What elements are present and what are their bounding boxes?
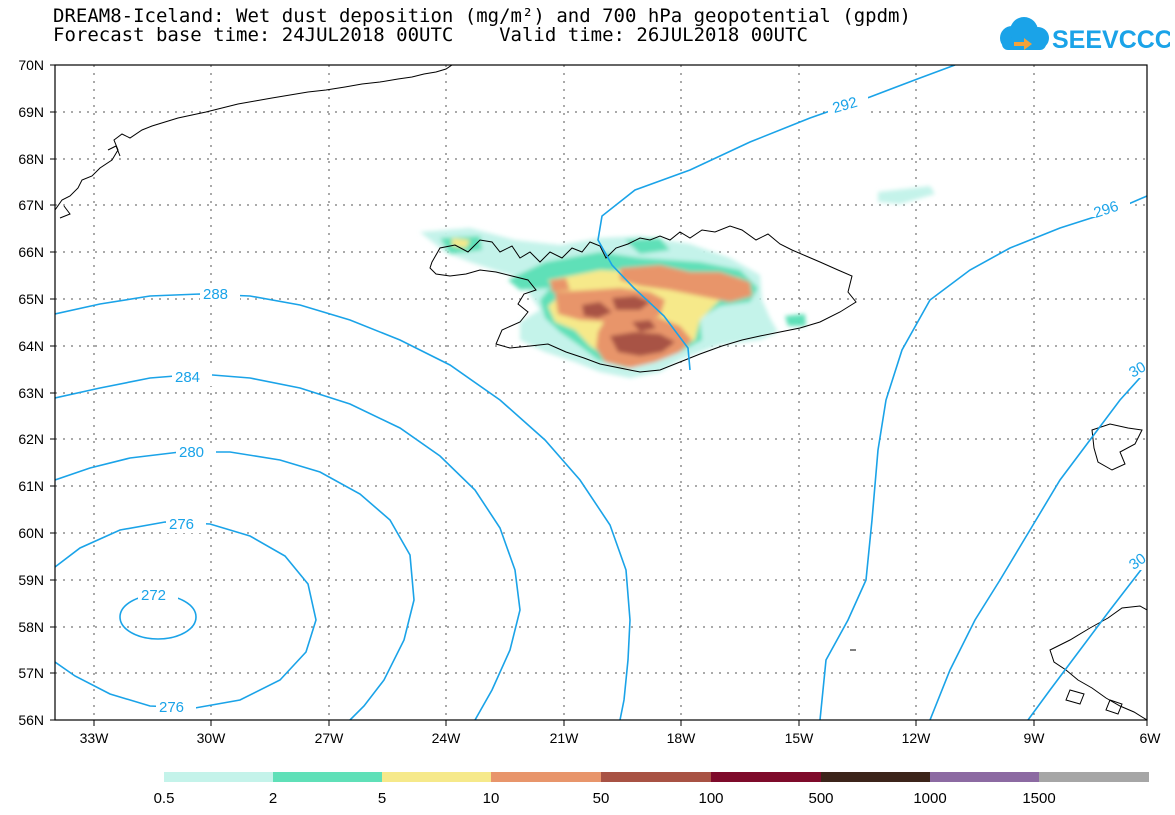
colorbar-swatch [164,772,274,782]
contour-288 [55,293,631,720]
colorbar-label: 50 [593,790,610,807]
lat-label: 68N [18,151,44,167]
contour-label: 296 [1092,198,1121,222]
contour-label: 292 [831,94,860,117]
contour-296 [819,195,1147,720]
lon-label: 12W [902,730,932,746]
contour-label: 280 [179,444,204,461]
lat-label: 67N [18,197,44,213]
lon-label: 24W [432,730,462,746]
colorbar-label: 10 [483,790,500,807]
contour-300b [1027,561,1147,720]
lat-label: 58N [18,619,44,635]
lat-label: 64N [18,338,44,354]
contour-label: 272 [141,587,166,604]
colorbar-label: 0.5 [154,790,175,807]
colorbar-label: 100 [698,790,723,807]
latitude-axis: 70N 69N 68N 67N 66N 65N 64N 63N 62N 61N … [18,57,55,728]
lon-label: 18W [667,730,697,746]
contour-label-group: 292 296 288 284 280 276 272 276 30 30 [138,93,1149,716]
colorbar-swatch [273,772,383,782]
colorbar-swatch [601,772,712,782]
lat-label: 57N [18,665,44,681]
lat-label: 69N [18,104,44,120]
lat-label: 70N [18,57,44,73]
graticule [55,65,1147,720]
contour-300a [929,369,1147,720]
longitude-axis: 33W 30W 27W 24W 21W 18W 15W 12W 9W 6W [80,720,1162,746]
lat-label: 63N [18,385,44,401]
lon-label: 30W [197,730,227,746]
lat-label: 60N [18,525,44,541]
contour-284 [55,373,521,720]
contour-280 [55,451,415,720]
lat-label: 66N [18,244,44,260]
contour-label: 284 [175,369,200,386]
colorbar-swatch [491,772,602,782]
colorbar-label: 1500 [1022,790,1055,807]
lon-label: 6W [1140,730,1162,746]
contour-label: 288 [203,286,228,303]
contour-label: 30 [1126,550,1149,574]
lat-label: 61N [18,478,44,494]
colorbar-label: 500 [808,790,833,807]
colorbar-swatch [1039,772,1149,782]
lon-label: 27W [315,730,345,746]
colorbar-label: 1000 [913,790,946,807]
contour-label: 276 [169,516,194,533]
greenland-coast [55,65,453,211]
map-title: DREAM8-Iceland: Wet dust deposition (mg/… [53,5,911,27]
colorbar-swatch [382,772,492,782]
colorbar-label: 5 [378,790,386,807]
colorbar-label: 2 [269,790,277,807]
lat-label: 65N [18,291,44,307]
colorbar-swatch [821,772,931,782]
contour-label: 30 [1126,358,1149,381]
colorbar: 0.5 2 5 10 50 100 500 1000 1500 [154,772,1149,807]
dust-deposition-field [420,186,935,378]
lon-label: 21W [550,730,580,746]
colorbar-swatch [711,772,822,782]
cloud-icon [1000,17,1049,50]
seevccc-logo: SEEVCCC [1000,17,1170,54]
contour-label: 276 [159,699,184,716]
logo-text: SEEVCCC [1052,26,1170,54]
forecast-times: Forecast base time: 24JUL2018 00UTC Vali… [53,24,808,46]
coastlines [55,65,1147,720]
colorbar-swatch [930,772,1040,782]
lon-label: 15W [785,730,815,746]
lat-label: 62N [18,431,44,447]
iceland-coast [429,225,857,373]
lat-label: 59N [18,572,44,588]
lon-label: 9W [1024,730,1046,746]
lat-label: 56N [18,712,44,728]
contour-276 [55,521,317,709]
lon-label: 33W [80,730,110,746]
